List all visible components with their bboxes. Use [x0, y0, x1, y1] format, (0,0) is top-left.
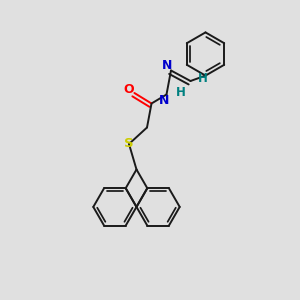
- Text: N: N: [162, 58, 172, 72]
- Text: H: H: [198, 72, 208, 85]
- Text: N: N: [159, 94, 169, 107]
- Text: H: H: [176, 85, 186, 99]
- Text: S: S: [124, 137, 133, 150]
- Text: O: O: [124, 83, 134, 96]
